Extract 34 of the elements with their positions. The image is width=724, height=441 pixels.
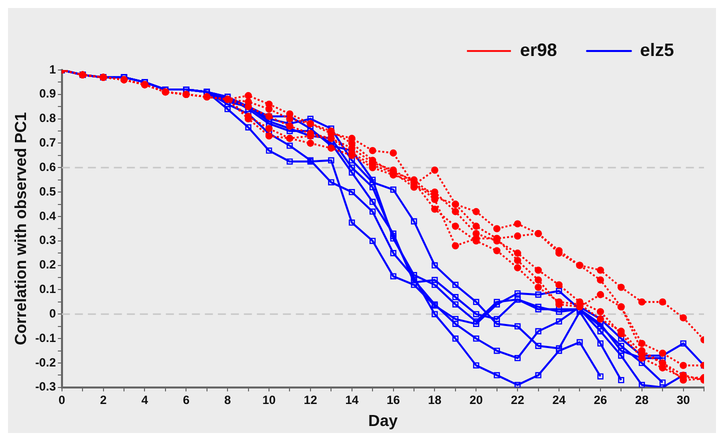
x-tick-label: 6	[182, 392, 190, 407]
x-tick-label: 12	[304, 392, 318, 407]
legend-label: elz5	[640, 40, 674, 60]
y-tick-label: 0.3	[39, 233, 56, 248]
y-tick-label: 0.2	[39, 258, 56, 272]
x-axis-title: Day	[368, 412, 398, 430]
x-tick-label: 2	[100, 392, 107, 407]
x-tick-label: 10	[262, 392, 276, 407]
y-tick-label: 1	[49, 62, 56, 76]
x-tick-label: 14	[345, 392, 359, 407]
legend-label: er98	[520, 40, 557, 60]
x-tick-label: 30	[676, 392, 690, 407]
y-tick-label: 0.1	[39, 282, 56, 296]
y-tick-label: -0.3	[35, 380, 56, 394]
y-tick-label: 0.5	[39, 184, 56, 198]
x-tick-label: 22	[510, 392, 525, 407]
x-tick-label: 26	[594, 392, 608, 407]
y-tick-label: 0.9	[39, 86, 56, 101]
x-tick-label: 4	[141, 392, 148, 407]
y-tick-label: 0	[49, 306, 56, 320]
x-tick-label: 18	[428, 392, 442, 407]
x-tick-label: 20	[469, 392, 484, 407]
y-tick-label: 0.7	[39, 136, 56, 150]
x-tick-label: 24	[552, 392, 566, 407]
y-tick-label: -0.1	[35, 330, 56, 345]
x-tick-label: 28	[635, 392, 649, 407]
x-tick-label: 16	[386, 392, 400, 407]
x-tick-label: 8	[224, 392, 232, 407]
y-tick-label: 0.4	[39, 208, 56, 223]
x-tick-label: 0	[58, 392, 66, 407]
y-tick-label: 0.8	[39, 111, 56, 126]
y-tick-label: -0.2	[35, 355, 56, 370]
y-tick-label: 0.6	[39, 160, 56, 174]
y-axis-title: Correlation with observed PC1	[13, 112, 30, 346]
